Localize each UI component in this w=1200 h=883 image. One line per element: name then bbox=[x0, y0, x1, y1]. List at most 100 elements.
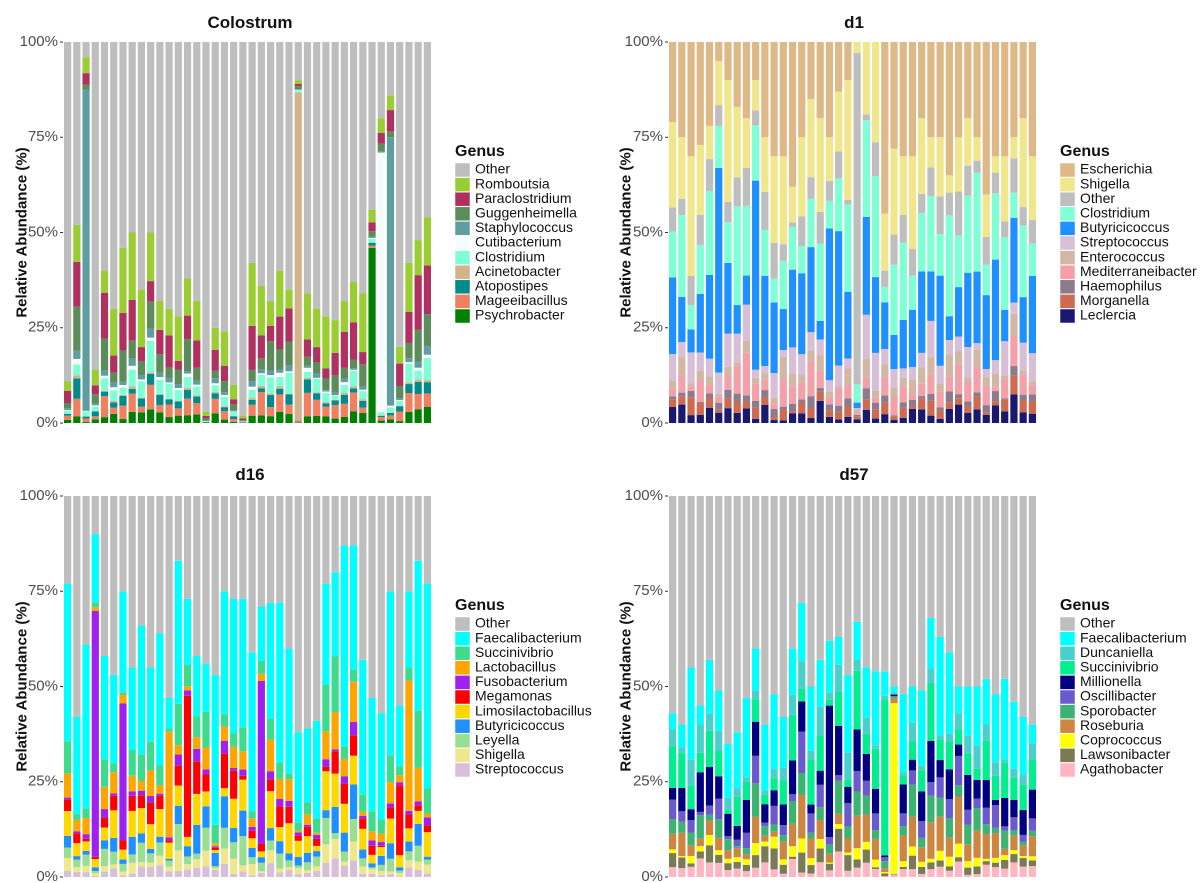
bar-segment bbox=[899, 377, 907, 387]
bar-segment bbox=[881, 414, 889, 423]
bar-segment bbox=[816, 807, 824, 820]
bar-segment bbox=[322, 390, 330, 392]
bar-segment bbox=[368, 247, 376, 423]
bar-segment bbox=[788, 648, 797, 695]
legend-item-label: Other bbox=[475, 615, 510, 631]
bar-segment bbox=[110, 795, 118, 811]
bar-segment bbox=[266, 395, 275, 408]
bar-segment bbox=[64, 415, 72, 420]
bar-segment bbox=[696, 380, 704, 403]
bar-segment bbox=[100, 375, 109, 379]
bar-segment bbox=[899, 866, 907, 870]
bar-segment bbox=[770, 831, 778, 837]
bar-segment bbox=[257, 673, 265, 681]
bar-segment bbox=[91, 867, 99, 871]
bar-segment bbox=[119, 395, 127, 406]
bar-segment bbox=[276, 386, 284, 389]
bar-segment bbox=[954, 364, 963, 395]
bar-segment bbox=[733, 393, 741, 402]
bar-segment bbox=[724, 201, 732, 223]
bar-segment bbox=[1001, 868, 1009, 877]
bar-segment bbox=[110, 413, 118, 423]
bar-segment bbox=[954, 287, 963, 337]
bar-segment bbox=[1010, 817, 1018, 830]
bar-segment bbox=[248, 496, 256, 653]
bar-segment bbox=[742, 854, 751, 860]
bar-segment bbox=[825, 853, 834, 863]
bar-segment bbox=[386, 782, 395, 804]
bar-segment bbox=[220, 788, 229, 797]
legend-swatch bbox=[454, 631, 471, 646]
bar-segment bbox=[927, 393, 935, 401]
bar-segment bbox=[825, 640, 834, 693]
bar-segment bbox=[322, 378, 330, 391]
bar-segment bbox=[64, 42, 72, 382]
bar-segment bbox=[945, 402, 953, 409]
bar-segment bbox=[724, 262, 732, 334]
bar-segment bbox=[147, 802, 155, 825]
bar-segment bbox=[405, 860, 413, 868]
bar-segment bbox=[890, 420, 898, 423]
bar-segment bbox=[64, 797, 72, 800]
bar-segment bbox=[770, 869, 778, 877]
bar-segment bbox=[982, 740, 990, 781]
bar-segment bbox=[73, 833, 81, 844]
bar-segment bbox=[844, 199, 852, 205]
bar-segment bbox=[1001, 221, 1009, 238]
bar-segment bbox=[230, 598, 238, 734]
bar-segment bbox=[687, 820, 695, 833]
bar-segment bbox=[414, 409, 422, 423]
bar-segment bbox=[696, 496, 704, 706]
bar-segment bbox=[174, 360, 182, 370]
bar-segment bbox=[220, 42, 229, 332]
bar-segment bbox=[779, 780, 787, 805]
bar-segment bbox=[137, 398, 146, 407]
bar-segment bbox=[733, 401, 741, 413]
bar-segment bbox=[899, 368, 907, 378]
bar-segment bbox=[964, 686, 972, 736]
bar-segment bbox=[788, 413, 797, 423]
bar-segment bbox=[322, 759, 330, 767]
bar-segment bbox=[119, 863, 127, 872]
bar-segment bbox=[696, 724, 704, 753]
bar-segment bbox=[230, 733, 238, 747]
bar-segment bbox=[91, 369, 99, 386]
bar-segment bbox=[687, 275, 695, 306]
bar-segment bbox=[340, 331, 348, 368]
bar-segment bbox=[853, 42, 861, 53]
bar-segment bbox=[918, 837, 926, 848]
bar-segment bbox=[91, 870, 99, 874]
panel-title: d16 bbox=[235, 465, 264, 484]
legend-item-label: Megamonas bbox=[475, 688, 552, 704]
bar-segment bbox=[807, 99, 815, 178]
bar-segment bbox=[423, 813, 431, 818]
bar-segment bbox=[276, 388, 284, 395]
bar-segment bbox=[386, 755, 395, 783]
bar-segment bbox=[807, 361, 815, 397]
bar-segment bbox=[899, 417, 907, 423]
bar-segment bbox=[174, 765, 182, 786]
bar-segment bbox=[945, 870, 953, 877]
bar-segment bbox=[313, 845, 321, 852]
bar-segment bbox=[945, 769, 953, 800]
bar-segment bbox=[761, 804, 769, 823]
bar-segment bbox=[64, 390, 72, 404]
bar-segment bbox=[881, 695, 889, 700]
bar-segment bbox=[396, 785, 404, 856]
bar-segment bbox=[266, 791, 275, 829]
bar-segment bbox=[862, 358, 870, 378]
bar-segment bbox=[890, 42, 898, 149]
bar-segment bbox=[816, 784, 824, 808]
bar-segment bbox=[248, 369, 256, 382]
bar-segment bbox=[687, 42, 695, 157]
bar-segment bbox=[276, 412, 284, 423]
bar-segment bbox=[220, 396, 229, 407]
bar-segment bbox=[193, 496, 201, 657]
bar-segment bbox=[303, 802, 312, 815]
bar-segment bbox=[276, 762, 284, 779]
bar-segment bbox=[147, 824, 155, 849]
bar-segment bbox=[368, 242, 376, 246]
bar-segment bbox=[798, 731, 806, 773]
bar-segment bbox=[816, 848, 824, 863]
